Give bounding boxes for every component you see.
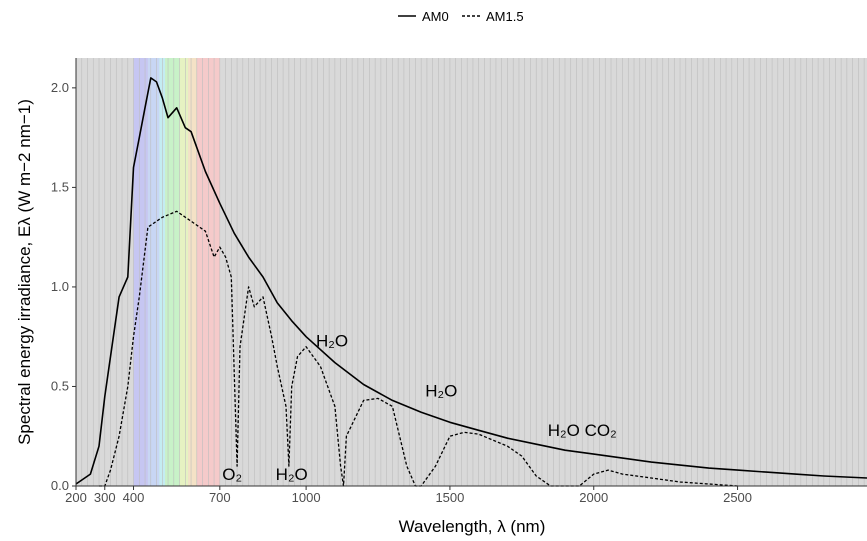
x-tick-label: 2000 [579, 490, 608, 505]
x-tick-label: 1000 [292, 490, 321, 505]
absorption-annotation: H₂O [425, 381, 457, 400]
x-tick-label: 1500 [435, 490, 464, 505]
absorption-annotation: O₂ [222, 465, 242, 484]
x-tick-label: 300 [94, 490, 116, 505]
x-axis-title: Wavelength, λ (nm) [399, 517, 546, 536]
absorption-annotation: H₂O CO₂ [548, 421, 617, 440]
background-stripes [75, 58, 865, 486]
y-tick-label: 2.0 [51, 80, 69, 95]
absorption-annotation: H₂O [276, 465, 308, 484]
spectrum-band-5 [188, 58, 197, 486]
series-lines [75, 77, 867, 487]
series-line-am1-5 [99, 210, 738, 487]
spectrum-band-4 [179, 58, 189, 486]
series-line-am0 [75, 77, 867, 485]
x-tick-label: 400 [123, 490, 145, 505]
y-axis-title: Spectral energy irradiance, Eλ (W m−2 nm… [15, 99, 34, 445]
legend: AM0 AM1.5 [398, 9, 524, 24]
legend-label: AM0 [422, 9, 449, 24]
y-tick-label: 1.5 [51, 179, 69, 194]
absorption-annotation: H₂O [316, 332, 348, 351]
axes: 200 300 400 700 1000 1500 2000 2500 0.0 0.5 1.0 1.5… [51, 58, 867, 505]
x-tick-label: 700 [209, 490, 231, 505]
y-tick-label: 0.0 [51, 478, 69, 493]
x-tick-label: 2500 [723, 490, 752, 505]
y-tick-label: 1.0 [51, 279, 69, 294]
spectrum-band-0 [133, 58, 148, 486]
visible-spectrum-bands [133, 58, 220, 486]
y-tick-label: 0.5 [51, 378, 69, 393]
x-tick-label: 200 [65, 490, 87, 505]
annotations: O₂ H₂O H₂O H₂O H₂O CO₂ [222, 332, 616, 484]
spectrum-band-1 [147, 58, 160, 486]
spectrum-band-3 [165, 58, 180, 486]
legend-label: AM1.5 [486, 9, 524, 24]
